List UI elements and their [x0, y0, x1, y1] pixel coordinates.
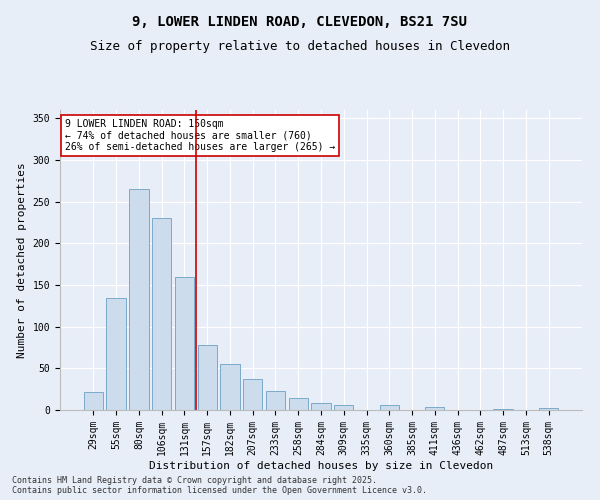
- Text: Contains HM Land Registry data © Crown copyright and database right 2025.
Contai: Contains HM Land Registry data © Crown c…: [12, 476, 427, 495]
- Bar: [380, 405, 399, 410]
- Bar: [84, 392, 103, 410]
- Text: 9 LOWER LINDEN ROAD: 150sqm
← 74% of detached houses are smaller (760)
26% of se: 9 LOWER LINDEN ROAD: 150sqm ← 74% of det…: [65, 119, 335, 152]
- Bar: [220, 364, 239, 410]
- Bar: [266, 391, 285, 410]
- Bar: [425, 406, 445, 410]
- Bar: [175, 276, 194, 410]
- Bar: [493, 409, 513, 410]
- Text: 9, LOWER LINDEN ROAD, CLEVEDON, BS21 7SU: 9, LOWER LINDEN ROAD, CLEVEDON, BS21 7SU: [133, 15, 467, 29]
- Bar: [539, 408, 558, 410]
- Bar: [243, 379, 262, 410]
- Bar: [289, 398, 308, 410]
- Bar: [152, 218, 172, 410]
- Text: Size of property relative to detached houses in Clevedon: Size of property relative to detached ho…: [90, 40, 510, 53]
- Bar: [129, 189, 149, 410]
- Y-axis label: Number of detached properties: Number of detached properties: [17, 162, 27, 358]
- Bar: [197, 345, 217, 410]
- Bar: [334, 405, 353, 410]
- X-axis label: Distribution of detached houses by size in Clevedon: Distribution of detached houses by size …: [149, 460, 493, 470]
- Bar: [311, 402, 331, 410]
- Bar: [106, 298, 126, 410]
